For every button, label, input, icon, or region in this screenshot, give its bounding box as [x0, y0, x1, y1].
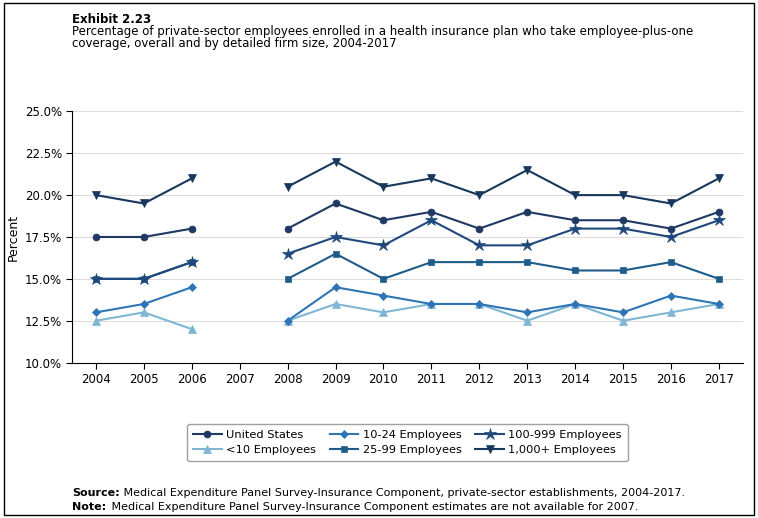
Line: 10-24 Employees: 10-24 Employees [92, 284, 195, 315]
Line: 1,000+ Employees: 1,000+ Employees [92, 174, 196, 208]
Y-axis label: Percent: Percent [7, 213, 20, 261]
Text: Source:: Source: [72, 488, 120, 498]
Legend: United States, <10 Employees, 10-24 Employees, 25-99 Employees, 100-999 Employee: United States, <10 Employees, 10-24 Empl… [187, 424, 628, 461]
Line: United States: United States [92, 225, 196, 240]
United States [187, 225, 196, 232]
<10 Employees [187, 326, 196, 332]
Text: Percentage of private-sector employees enrolled in a health insurance plan who t: Percentage of private-sector employees e… [72, 25, 694, 38]
10-24 Employees [92, 309, 101, 315]
Text: Medical Expenditure Panel Survey-Insurance Component estimates are not available: Medical Expenditure Panel Survey-Insuran… [108, 502, 638, 512]
Text: Exhibit 2.23: Exhibit 2.23 [72, 13, 151, 26]
Line: 100-999 Employees: 100-999 Employees [89, 256, 198, 285]
25-99 Employees [139, 276, 149, 282]
25-99 Employees [92, 276, 101, 282]
Line: 25-99 Employees: 25-99 Employees [92, 258, 196, 282]
1,000+ Employees [187, 175, 196, 181]
Text: Note:: Note: [72, 502, 106, 512]
<10 Employees [92, 318, 101, 324]
100-999 Employees [139, 276, 149, 282]
10-24 Employees [187, 284, 196, 290]
1,000+ Employees [139, 200, 149, 207]
10-24 Employees [139, 301, 149, 307]
United States [92, 234, 101, 240]
25-99 Employees [187, 259, 196, 265]
100-999 Employees [92, 276, 101, 282]
Text: Medical Expenditure Panel Survey-Insurance Component, private-sector establishme: Medical Expenditure Panel Survey-Insuran… [120, 488, 685, 498]
Text: coverage, overall and by detailed firm size, 2004-2017: coverage, overall and by detailed firm s… [72, 37, 396, 50]
1,000+ Employees [92, 192, 101, 198]
100-999 Employees [187, 259, 196, 265]
United States [139, 234, 149, 240]
Line: <10 Employees: <10 Employees [92, 308, 196, 333]
<10 Employees [139, 309, 149, 315]
